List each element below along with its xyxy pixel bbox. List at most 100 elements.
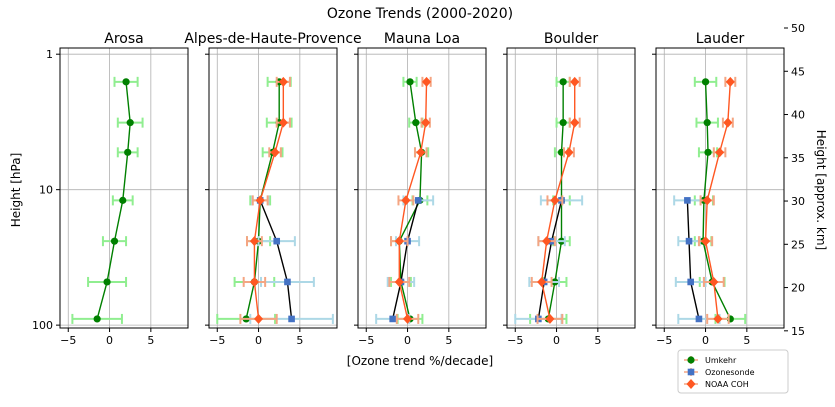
- x-tick-label: 5: [147, 334, 154, 347]
- legend-box: [677, 349, 789, 394]
- data-point: [254, 313, 264, 324]
- data-point: [110, 237, 119, 245]
- x-tick-label: 5: [743, 334, 750, 347]
- data-point: [119, 196, 127, 204]
- data-point: [559, 78, 567, 86]
- x-tick-label: −5: [358, 334, 374, 347]
- data-point: [406, 78, 414, 86]
- data-point: [570, 76, 580, 87]
- data-point: [255, 195, 265, 206]
- data-point: [403, 313, 413, 324]
- panel-title: Boulder: [544, 31, 598, 47]
- right-tick-label: 45: [791, 65, 805, 78]
- data-point: [703, 119, 711, 127]
- data-point: [684, 197, 691, 204]
- x-axis-label: [Ozone trend %/decade]: [347, 354, 493, 368]
- chart-title: Ozone Trends (2000-2020): [327, 6, 513, 22]
- panel-frame: [506, 47, 636, 329]
- x-tick-label: 0: [255, 334, 262, 347]
- data-point: [394, 236, 404, 247]
- right-height-axis: 15 20 25 30 35 40 45 50: [784, 22, 805, 338]
- x-tick-label: −5: [209, 334, 225, 347]
- data-point: [709, 276, 719, 287]
- y-axis-right-label: Height [approx. km]: [814, 130, 828, 250]
- data-point: [416, 147, 426, 158]
- x-tick-label: 0: [404, 334, 411, 347]
- panel-2: Mauna Loa −5 0 5: [354, 31, 487, 347]
- right-tick-label: 25: [791, 238, 805, 251]
- data-point: [126, 119, 134, 127]
- data-point: [564, 147, 574, 158]
- data-point: [570, 117, 580, 128]
- right-tick-label: 30: [791, 195, 805, 208]
- series-line: [686, 200, 700, 320]
- panel-0: Arosa −5 0 5 1 10 100: [32, 31, 189, 347]
- y-tick-label: 10: [39, 184, 53, 197]
- data-point: [249, 236, 259, 247]
- legend-label-ozonesonde: Ozonesonde: [705, 368, 755, 377]
- data-point: [550, 195, 560, 206]
- panel-frame: [655, 47, 785, 329]
- panel-1: Alpes-de-Haute-Provence −5 0 5: [184, 31, 361, 347]
- data-point: [715, 147, 725, 158]
- data-point: [93, 315, 101, 323]
- data-point: [103, 278, 111, 286]
- right-tick-label: 20: [791, 282, 805, 295]
- series-coh: [530, 76, 581, 324]
- data-point: [725, 76, 735, 87]
- data-point: [702, 195, 712, 206]
- x-tick-label: 0: [106, 334, 113, 347]
- series-line: [392, 200, 419, 320]
- series-line: [537, 200, 563, 320]
- data-point: [278, 76, 288, 87]
- series-line: [259, 200, 293, 320]
- data-point: [249, 276, 259, 287]
- legend-marker-umkehr: [687, 356, 695, 364]
- x-tick-label: 5: [445, 334, 452, 347]
- data-point: [545, 313, 555, 324]
- panels-group: Arosa −5 0 5 1 10 100 Alpes-de-Haute-Provence −5…: [32, 31, 785, 347]
- series-coh: [239, 76, 291, 324]
- data-point: [701, 236, 711, 247]
- data-point: [704, 148, 712, 156]
- data-point: [723, 117, 733, 128]
- y-tick-label: 100: [32, 319, 53, 332]
- right-tick-label: 50: [791, 22, 805, 35]
- panel-frame: [59, 47, 189, 329]
- data-point: [124, 148, 132, 156]
- panel-title: Mauna Loa: [384, 31, 460, 47]
- panel-title: Lauder: [696, 31, 745, 47]
- data-point: [695, 315, 703, 323]
- legend: Umkehr Ozonesonde NOAA COH: [677, 349, 789, 394]
- right-tick-label: 15: [791, 325, 805, 338]
- data-point: [273, 237, 281, 245]
- data-point: [394, 276, 404, 287]
- panel-3: Boulder −5 0 5: [503, 31, 636, 347]
- x-tick-label: 5: [594, 334, 601, 347]
- data-point: [414, 197, 422, 204]
- series-coh: [388, 76, 432, 324]
- data-point: [401, 195, 411, 206]
- panel-frame: [357, 47, 487, 329]
- data-point: [288, 315, 295, 323]
- data-point: [701, 78, 710, 86]
- panel-frame: [208, 47, 338, 329]
- legend-marker-coh: [686, 379, 696, 389]
- data-point: [713, 313, 723, 324]
- data-point: [422, 76, 432, 87]
- legend-label-umkehr: Umkehr: [705, 356, 737, 365]
- data-point: [122, 78, 130, 86]
- x-tick-label: −5: [656, 334, 672, 347]
- data-point: [421, 117, 431, 128]
- y-axis-label: Height [hPa]: [9, 153, 23, 228]
- data-point: [542, 236, 552, 247]
- x-tick-label: 0: [553, 334, 560, 347]
- data-point: [559, 119, 567, 127]
- y-tick-label: 1: [46, 48, 53, 61]
- data-point: [278, 117, 288, 128]
- data-point: [685, 237, 693, 245]
- legend-marker-ozonesonde: [687, 368, 695, 376]
- panel-title: Arosa: [104, 31, 143, 47]
- data-point: [412, 119, 420, 127]
